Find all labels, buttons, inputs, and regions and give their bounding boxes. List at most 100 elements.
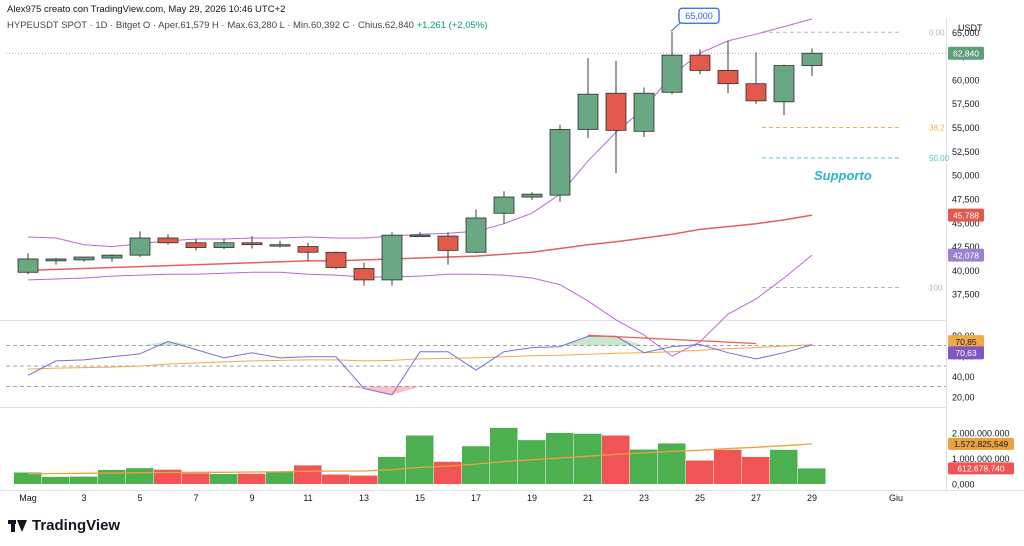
tradingview-logo-icon [8, 519, 27, 532]
candle-body [129, 237, 151, 256]
volume-bar [126, 468, 154, 484]
bb-lower-tag-bg [948, 248, 984, 262]
candle-body [353, 268, 375, 281]
candle-body [465, 217, 487, 253]
ohlc-low: L · Min.60,392 [279, 20, 341, 31]
time-tick-label: 3 [81, 493, 86, 503]
tradingview-brand[interactable]: TradingView [8, 517, 120, 534]
candle-body [17, 258, 39, 273]
ohlc-open: O · Aper.61,579 [142, 20, 210, 31]
candle-body [297, 246, 319, 253]
candle-body [521, 193, 543, 198]
volume-bar [742, 456, 770, 484]
volume-bar [770, 449, 798, 484]
volume-bar [350, 475, 378, 484]
candle-body [185, 242, 207, 248]
volume-bar [238, 473, 266, 484]
rsi-divergence-line [587, 334, 757, 345]
time-tick-label: 17 [471, 493, 481, 503]
rsi-oversold-fill [28, 386, 812, 395]
price-tick-label: 37,500 [952, 290, 980, 300]
volume-bar [686, 460, 714, 484]
candle-body [633, 92, 655, 132]
ma-value-tag: 45,788 [953, 210, 979, 220]
volume-tick-label: 2.000.000.000 [952, 428, 1010, 438]
fib-label-fib_382: 38,2 [929, 124, 945, 133]
candle-body [493, 196, 515, 214]
volume-bar [658, 443, 686, 484]
volume-bar [602, 435, 630, 484]
price-tick-label: 50,000 [952, 171, 980, 181]
symbol-info-line[interactable]: HYPEUSDT SPOT · 1D · Bitget O · Aper.61,… [7, 20, 487, 31]
volume-bar [294, 465, 322, 484]
price-tick-label: 40,000 [952, 266, 980, 276]
rsi-overbought-fill [28, 336, 812, 346]
volume-bar [154, 469, 182, 484]
candle-body [717, 69, 739, 85]
high-marker-pointer [670, 21, 682, 32]
candle-body [213, 242, 235, 248]
candle-body [101, 254, 123, 259]
candle-body [549, 129, 571, 196]
time-tick-label: 15 [415, 493, 425, 503]
time-tick-label: 9 [249, 493, 254, 503]
support-annotation: Supporto [814, 168, 872, 183]
high-marker-box [678, 7, 720, 24]
time-tick-label: 23 [639, 493, 649, 503]
volume-bar [714, 449, 742, 484]
volume-bar [14, 472, 42, 484]
moving-average-line [27, 214, 813, 272]
candle-body [689, 54, 711, 71]
candle-body [73, 256, 95, 261]
time-tick-label: Giu [889, 493, 903, 503]
time-tick-label: 5 [137, 493, 142, 503]
candle-body [157, 237, 179, 244]
volume-bar [574, 433, 602, 484]
volume-ma-tag: 1.572.825,549 [954, 439, 1009, 449]
time-tick-label: 25 [695, 493, 705, 503]
fib-label-fib_0: 0,00 [929, 28, 945, 37]
volume-bar [70, 476, 98, 484]
rsi-tick-label: 40,00 [952, 372, 975, 382]
volume-bar [182, 473, 210, 484]
time-tick-label: 7 [193, 493, 198, 503]
candle-body [325, 251, 347, 268]
price-tick-label: 45,000 [952, 218, 980, 228]
bb-lower-tag: 42,078 [953, 250, 979, 260]
volume-tick-label: 1.000.000.000 [952, 454, 1010, 464]
currency-label: USDT [958, 23, 983, 33]
fib-label-fib_100: 100 [929, 284, 943, 293]
rsi-value-tag-bg [948, 346, 984, 360]
symbol-name[interactable]: HYPEUSDT SPOT · 1D · Bitget [7, 20, 141, 31]
candle-body [801, 52, 823, 67]
time-tick-label: Mag [19, 493, 37, 503]
ma-value-tag-bg [948, 208, 984, 222]
rsi-line [27, 335, 813, 396]
ohlc-high: H · Max.63,280 [212, 20, 277, 31]
volume-bar [518, 440, 546, 484]
high-marker-label: 65,000 [685, 11, 713, 21]
chart-header: Alex975 creato con TradingView.com, May … [7, 4, 286, 15]
candle-body [381, 234, 403, 281]
time-tick-label: 11 [303, 493, 312, 503]
price-tick-label: 55,000 [952, 123, 980, 133]
rsi-ma-tag: 70,85 [955, 337, 977, 347]
volume-bar [210, 474, 238, 484]
volume-ma-line [27, 443, 813, 475]
volume-bar [434, 461, 462, 484]
time-tick-label: 13 [359, 493, 369, 503]
price-tick-label: 65,000 [952, 28, 980, 38]
price-tick-label: 52,500 [952, 147, 980, 157]
candle-body [605, 92, 627, 131]
volume-bar [322, 474, 350, 484]
rsi-ma-tag-bg [948, 335, 984, 349]
fib-label-fib_50: 50,00 [929, 154, 950, 163]
candle-body [437, 235, 459, 251]
time-tick-label: 29 [807, 493, 817, 503]
volume-bar [266, 472, 294, 484]
volume-bar [42, 476, 70, 484]
time-tick-label: 27 [751, 493, 761, 503]
ohlc-change: +1,261 (+2,05%) [416, 20, 488, 31]
volume-bar [406, 435, 434, 484]
